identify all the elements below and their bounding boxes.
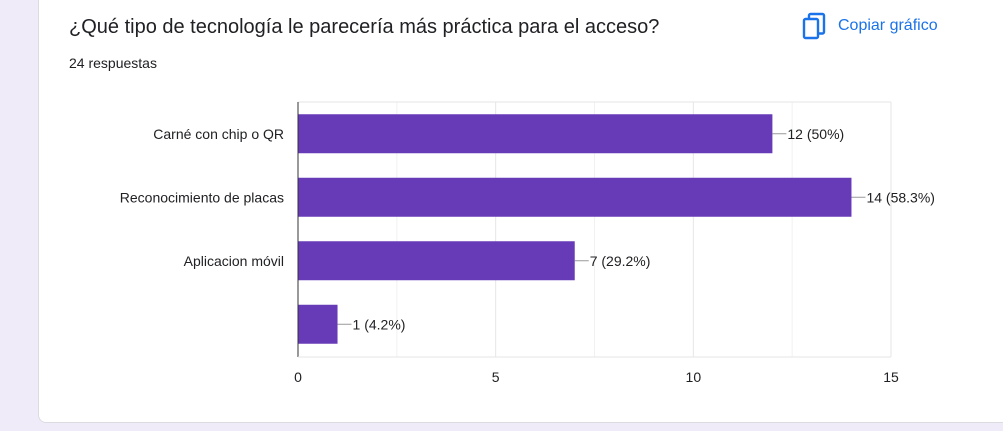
- x-tick-label: 0: [294, 369, 302, 385]
- question-title: ¿Qué tipo de tecnología le parecería más…: [69, 16, 660, 38]
- category-label: Carné con chip o QR: [153, 126, 284, 142]
- x-tick-label: 15: [883, 369, 899, 385]
- bar: [298, 304, 338, 344]
- data-label: 7 (29.2%): [590, 253, 651, 269]
- copy-icon: [802, 12, 826, 40]
- bar: [298, 241, 575, 281]
- data-label: 12 (50%): [787, 126, 844, 142]
- copy-chart-button[interactable]: Copiar gráfico: [800, 8, 938, 44]
- category-label: Reconocimiento de placas: [120, 189, 284, 205]
- category-label: Aplicacion móvil: [184, 253, 284, 269]
- data-label: 1 (4.2%): [353, 316, 406, 332]
- bar: [298, 114, 773, 154]
- data-label: 14 (58.3%): [866, 189, 934, 205]
- bar: [298, 177, 852, 217]
- x-tick-label: 10: [686, 369, 702, 385]
- response-count: 24 respuestas: [69, 55, 157, 71]
- copy-chart-label: Copiar gráfico: [838, 17, 938, 34]
- x-tick-label: 5: [492, 369, 500, 385]
